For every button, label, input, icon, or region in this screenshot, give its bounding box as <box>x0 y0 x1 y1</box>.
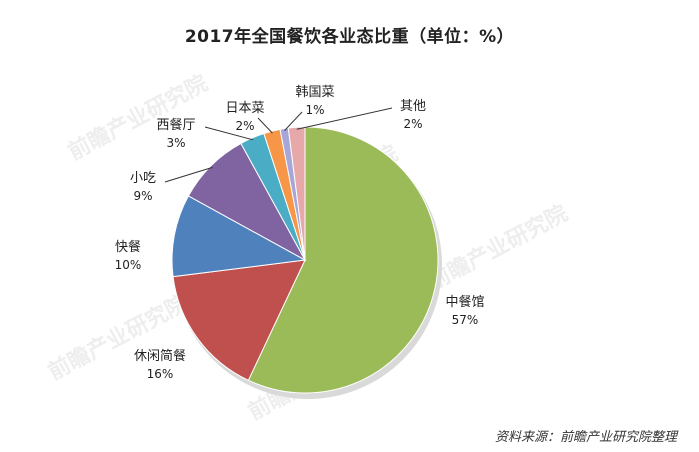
source-note: 资料来源：前瞻产业研究院整理 <box>494 430 677 445</box>
slice-label: 快餐 <box>115 239 141 255</box>
slice-label: 西餐厅 <box>156 117 195 133</box>
slice-value-label: 3% <box>166 136 185 150</box>
leader-line <box>257 117 273 134</box>
slice-label: 休闲简餐 <box>134 348 186 364</box>
slice-label: 其他 <box>400 99 426 114</box>
slice-label: 韩国菜 <box>295 85 334 100</box>
slice-value-label: 2% <box>403 117 422 131</box>
slice-value-label: 9% <box>133 189 152 203</box>
slice-value-label: 10% <box>115 258 142 272</box>
pie-slice <box>171 195 307 278</box>
slice-value-label: 2% <box>235 119 254 133</box>
slice-label: 日本菜 <box>225 101 264 116</box>
slice-value-label: 57% <box>452 313 479 327</box>
leader-line <box>164 166 213 183</box>
pie-slice <box>247 126 439 394</box>
pie-slice <box>172 259 306 382</box>
slice-label: 中餐馆 <box>445 294 484 310</box>
slice-value-label: 1% <box>305 103 324 117</box>
slice-value-label: 16% <box>147 367 174 381</box>
leader-line <box>204 126 254 141</box>
leader-line <box>296 107 393 130</box>
chart-title: 2017年全国餐饮各业态比重（单位：%） <box>184 27 515 47</box>
slice-label: 小吃 <box>130 170 156 186</box>
leader-line <box>284 111 303 131</box>
